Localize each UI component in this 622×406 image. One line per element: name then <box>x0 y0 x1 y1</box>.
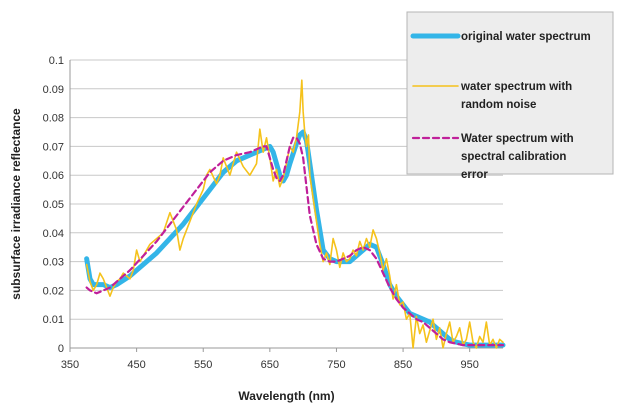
y-tick-label: 0.03 <box>43 257 64 269</box>
x-tick-label: 350 <box>61 359 79 371</box>
axes: 0 0.01 0.02 0.03 0.04 0.05 0.06 0.07 0.08 0.09 0.1… <box>43 55 503 371</box>
y-tick-label: 0.04 <box>43 228 64 240</box>
x-tick-label: 450 <box>127 359 145 371</box>
y-tick-label: 0.05 <box>43 199 64 211</box>
y-tick-label: 0.09 <box>43 84 64 96</box>
y-tick-label: 0.07 <box>43 141 64 153</box>
legend-label: Water spectrum with spectral calibration e… <box>461 133 574 181</box>
y-tick-label: 0.02 <box>43 285 64 297</box>
x-axis-title: Wavelength (nm) <box>238 389 334 403</box>
legend-label: water spectrum with random noise <box>460 81 572 111</box>
y-tick-label: 0 <box>58 343 64 355</box>
x-tick-label: 650 <box>261 359 279 371</box>
x-tick-label: 750 <box>327 359 345 371</box>
x-tick-label: 550 <box>194 359 212 371</box>
legend-box <box>406 11 614 175</box>
series-lines <box>84 79 506 349</box>
x-tick-label: 950 <box>461 359 479 371</box>
x-tick-label: 850 <box>394 359 412 371</box>
y-tick-label: 0.06 <box>43 170 64 182</box>
y-axis-title: subsurface irradiance reflectance <box>9 108 23 300</box>
legend: original water spectrum water spectrum wi… <box>406 11 614 181</box>
series-line-3 <box>85 136 505 347</box>
y-tick-label: 0.1 <box>49 55 64 67</box>
legend-label: original water spectrum <box>461 31 591 43</box>
y-tick-label: 0.01 <box>43 314 64 326</box>
y-tick-label: 0.08 <box>43 113 64 125</box>
